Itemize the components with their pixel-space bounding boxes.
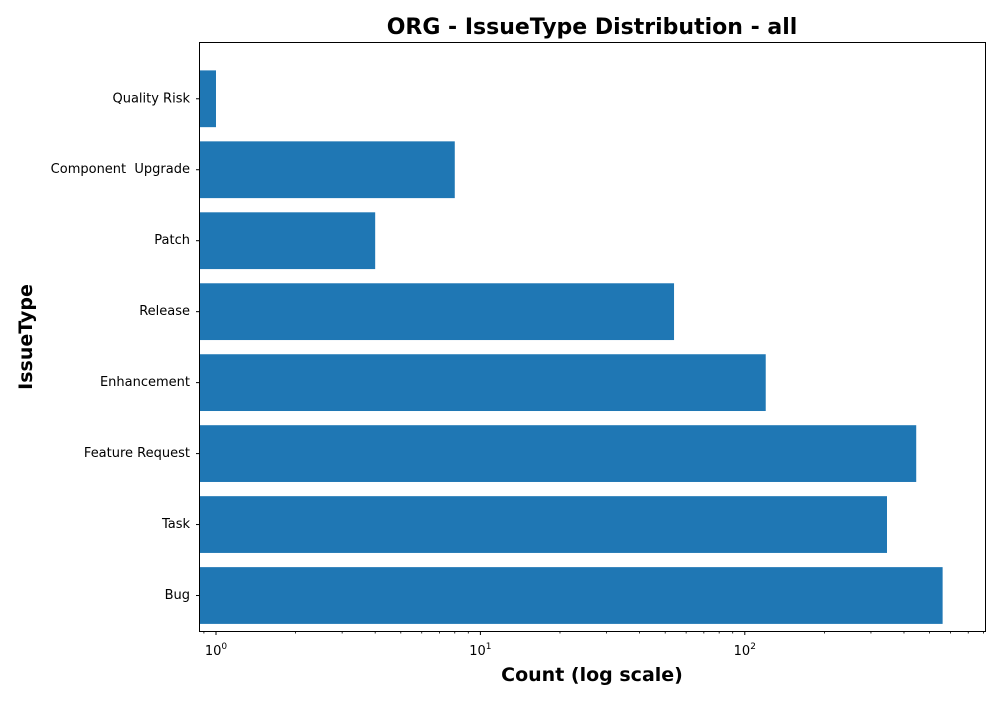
bar-enhancement bbox=[200, 354, 766, 412]
y-tick-label: Task bbox=[161, 517, 191, 532]
chart-title: ORG - IssueType Distribution - all bbox=[387, 15, 798, 40]
bar-quality-risk bbox=[200, 70, 216, 128]
y-axis-label: IssueType bbox=[15, 284, 37, 390]
y-tick-label: Component Upgrade bbox=[51, 162, 190, 177]
y-tick-label: Patch bbox=[154, 233, 190, 248]
bar-feature-request bbox=[200, 425, 917, 482]
x-axis-label: Count (log scale) bbox=[501, 664, 683, 686]
x-axis-ticks: 100 101 102 bbox=[203, 631, 984, 659]
bars-layer bbox=[200, 70, 943, 624]
y-tick-label: Feature Request bbox=[84, 446, 190, 461]
x-tick-label: 100 bbox=[205, 642, 228, 659]
x-tick-label: 102 bbox=[734, 642, 756, 659]
y-tick-label: Enhancement bbox=[100, 375, 190, 390]
plot-frame bbox=[199, 42, 986, 632]
bar-component-upgrade bbox=[200, 141, 455, 199]
y-tick-label: Bug bbox=[165, 588, 190, 603]
y-tick-label: Release bbox=[139, 304, 190, 319]
bar-patch bbox=[200, 212, 376, 270]
bar-bug bbox=[200, 567, 943, 624]
category-labels: Quality Risk Component Upgrade Patch Releas… bbox=[51, 91, 200, 603]
x-tick-label: 101 bbox=[469, 642, 491, 659]
bar-task bbox=[200, 496, 887, 553]
y-tick-label: Quality Risk bbox=[112, 91, 190, 106]
bar-release bbox=[200, 283, 675, 341]
